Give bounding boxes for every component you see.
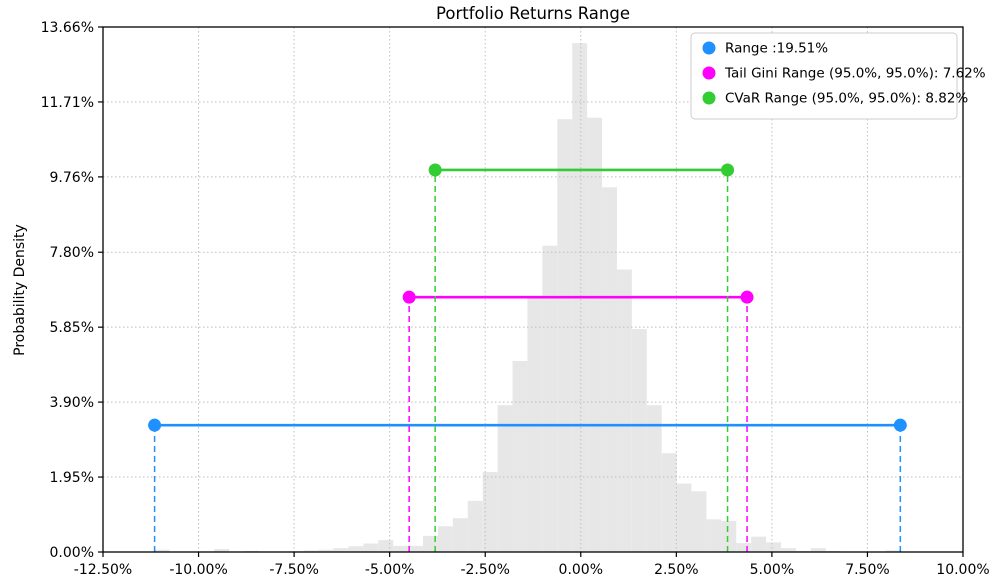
axes-frame [102,26,964,553]
y-tick-label: 0.00% [50,545,94,561]
x-tick-label: -10.00% [169,562,227,578]
tail-gini-range-endpoint-dot [402,290,416,304]
legend-entry-label: Tail Gini Range (95.0%, 95.0%): 7.62% [724,66,986,82]
histogram-bar [393,545,409,552]
histogram-bar [423,535,438,552]
histogram-bar [751,536,767,552]
histogram-bar [452,518,468,552]
histogram-bar [646,405,662,552]
range-endpoint-dot [893,418,907,432]
legend-marker [702,41,716,55]
legend-marker [702,66,716,80]
histogram-bar [497,405,513,552]
histogram-bar [661,453,677,552]
histogram-bar [781,548,796,552]
legend-marker [702,91,716,105]
histogram-bar [557,119,573,553]
axes-layer: -12.50% -10.00% -7.50% -5.00% -2.50% 0.00% 2.5… [41,20,990,578]
x-tick-label: 2.50% [654,562,698,578]
legend-box [690,32,958,120]
histogram-bar [318,549,334,552]
y-tick-label: 7.80% [50,245,94,261]
histogram-bar [378,540,394,552]
histogram-bar [706,519,722,552]
legend: Range :19.51% Tail Gini Range (95.0%, 95.… [690,32,986,120]
y-tick-label: 9.76% [50,170,94,186]
histogram-bar [154,549,170,552]
range-endpoint-dot [148,418,162,432]
y-tick-label: 13.66% [41,20,94,36]
histogram-bar [512,360,528,552]
y-axis-label: Probability Density [12,224,28,356]
histogram-bar [691,491,707,552]
y-tick-label: 5.85% [50,320,94,336]
chart-title: Portfolio Returns Range [436,4,630,23]
tail-gini-range-endpoint-dot [740,290,754,304]
histogram-bar [736,543,752,552]
histogram-bar [542,245,558,552]
histogram-bar [721,520,737,552]
histogram-bar [214,548,230,552]
histogram-bar [437,526,453,552]
histogram-bar [333,548,349,552]
cvar-range-endpoint-dot [721,163,735,177]
histogram-bar [631,329,647,552]
y-tick-label: 1.95% [50,470,94,486]
legend-entry-label: CVaR Range (95.0%, 95.0%): 8.82% [725,91,968,107]
range-lines-layer [148,163,907,552]
histogram-bar [482,472,498,552]
histogram-bar [363,543,379,552]
x-tick-label: -12.50% [74,562,132,578]
y-tick-label: 3.90% [50,395,94,411]
x-tick-label: 10.00% [936,562,989,578]
legend-entry-label: Range :19.51% [725,41,828,57]
histogram-bar [587,117,603,552]
x-tick-label: -2.50% [460,562,510,578]
histogram-bar [408,545,424,552]
x-tick-label: -5.00% [365,562,415,578]
histogram-bar [348,546,364,552]
histogram-bar [810,548,826,552]
histogram-bar [467,500,483,552]
histogram-bar [602,187,617,552]
x-tick-label: 5.00% [750,562,794,578]
histogram-bar [766,542,782,552]
cvar-range-endpoint-dot [428,163,442,177]
x-tick-label: -7.50% [269,562,319,578]
x-tick-label: 0.00% [559,562,603,578]
y-tick-label: 11.71% [41,95,94,111]
x-tick-label: 7.50% [845,562,889,578]
histogram-bar [616,269,632,552]
histogram-bar [303,550,319,552]
histogram-bar [885,550,901,552]
histogram-bar [676,483,692,552]
